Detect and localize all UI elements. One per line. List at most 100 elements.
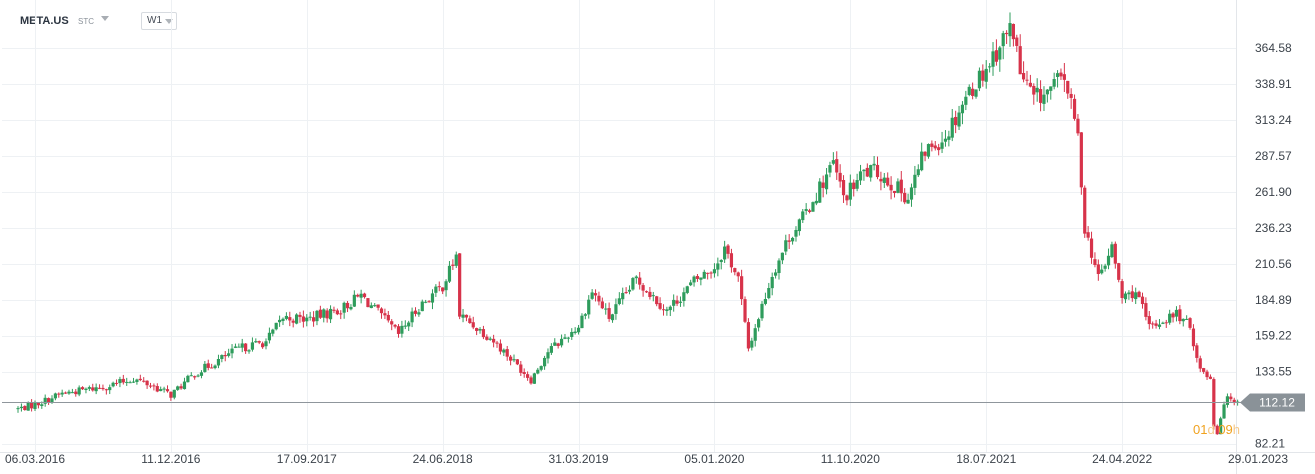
candle-body — [763, 299, 768, 304]
candle — [485, 334, 489, 341]
candle-body — [828, 165, 832, 173]
candle-body — [366, 298, 370, 308]
candle — [311, 311, 316, 327]
candle — [1005, 30, 1009, 44]
candle — [509, 354, 513, 366]
candle-body — [298, 314, 302, 317]
candle — [1123, 291, 1128, 304]
candle — [845, 194, 849, 206]
candle — [522, 368, 526, 378]
candle-body — [1001, 33, 1005, 47]
candle-body — [950, 117, 954, 138]
candle — [784, 234, 788, 256]
candle — [1151, 321, 1155, 329]
candle-body — [556, 343, 560, 346]
candle — [142, 377, 146, 383]
candle-body — [63, 392, 68, 394]
candle-body — [906, 199, 910, 204]
candle-body — [947, 136, 951, 140]
candle-body — [390, 321, 394, 325]
candle — [865, 163, 869, 178]
candle-body — [1157, 324, 1162, 327]
candle — [390, 319, 394, 331]
candle — [169, 391, 173, 401]
candle — [525, 371, 530, 381]
candle-body — [1191, 328, 1196, 347]
candle — [254, 338, 258, 343]
candle-body — [576, 327, 581, 333]
candle — [131, 377, 136, 384]
candle — [879, 171, 883, 191]
candle-body — [964, 96, 968, 105]
candle — [1181, 318, 1185, 327]
candle — [590, 289, 594, 300]
candle — [994, 39, 999, 66]
candle — [475, 327, 479, 336]
candle-body — [1120, 281, 1124, 299]
candle — [1001, 30, 1005, 60]
candle-body — [1181, 318, 1185, 322]
candle-body — [417, 312, 421, 315]
candle — [685, 285, 689, 295]
candle-body — [740, 276, 744, 300]
candle — [672, 294, 676, 312]
timeframe-selector[interactable]: W1 — [141, 12, 177, 30]
candle-body — [954, 116, 958, 126]
candle — [644, 290, 649, 293]
candle-body — [80, 387, 85, 390]
candle — [699, 277, 703, 286]
candle — [576, 324, 581, 335]
candle — [678, 296, 683, 307]
candle-countdown: 01d 09h — [1193, 422, 1240, 437]
candle — [182, 377, 187, 390]
candle-body — [23, 406, 27, 411]
candle — [1015, 34, 1019, 52]
candle-body — [325, 310, 329, 319]
candle-body — [152, 385, 156, 387]
candle — [889, 176, 893, 200]
candle-body — [332, 309, 336, 311]
candle-body — [889, 184, 893, 191]
candle — [505, 345, 509, 361]
candle-body — [903, 192, 907, 203]
candle-body — [1042, 94, 1046, 104]
countdown-days: 01 — [1193, 422, 1207, 437]
candle — [515, 359, 520, 366]
candle — [111, 381, 115, 388]
candle — [804, 203, 808, 215]
candle-body — [672, 299, 676, 306]
candle — [356, 293, 360, 298]
candle-body — [148, 385, 153, 387]
candle — [1103, 263, 1107, 272]
candle — [1127, 290, 1131, 300]
candle-body — [308, 316, 312, 318]
candle-body — [665, 309, 669, 312]
candle-body — [193, 376, 197, 378]
candle — [36, 402, 40, 409]
candle — [580, 313, 584, 329]
candle — [271, 328, 275, 337]
candle — [770, 272, 774, 296]
candle — [451, 259, 455, 271]
candle — [909, 183, 914, 207]
candle-body — [967, 86, 971, 95]
candle-body — [838, 172, 842, 182]
candle-body — [689, 282, 693, 286]
x-tick-label: 05.01.2020 — [684, 452, 744, 466]
candle — [610, 313, 615, 323]
y-tick-label: 313.24 — [1255, 113, 1292, 127]
candle — [593, 289, 598, 302]
candle — [651, 291, 655, 302]
candle — [298, 311, 302, 323]
symbol-dropdown-chevron-icon[interactable] — [101, 16, 109, 21]
y-tick-label: 210.56 — [1255, 257, 1292, 271]
candle-body — [189, 375, 193, 377]
candle — [661, 304, 666, 316]
candle-body — [60, 392, 64, 395]
candle-body — [437, 286, 441, 288]
candle — [906, 193, 910, 204]
candle — [87, 385, 91, 392]
y-tick-label: 338.91 — [1255, 77, 1292, 91]
candle-body — [94, 387, 98, 392]
